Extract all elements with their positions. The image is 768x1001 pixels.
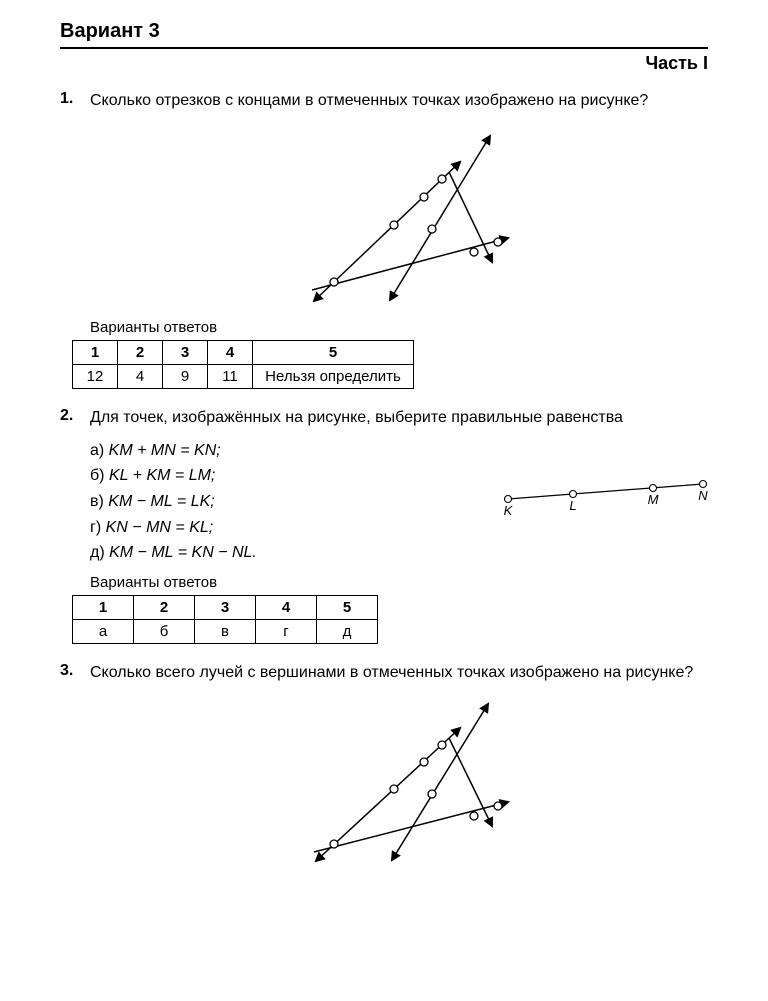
table-header: 1 [73,595,134,619]
equation-line: д) KM − ML = KN − NL. [90,540,708,566]
q2-figure: K L M N [488,469,718,524]
q3-number: 3. [60,662,90,680]
question-1: 1. Сколько отрезков с концами в отмеченн… [60,90,708,389]
table-cell: б [134,619,195,643]
equation-line: а) KM + MN = KN; [90,438,708,464]
table-cell: 11 [208,365,253,389]
table-cell: г [256,619,317,643]
table-cell: 9 [163,365,208,389]
q2-number: 2. [60,407,90,425]
table-header: 2 [118,341,163,365]
question-3: 3. Сколько всего лучей с вершинами в отм… [60,662,708,869]
table-cell: д [317,619,378,643]
page: Вариант 3 Часть I 1. Сколько отрезков с … [0,0,768,1001]
question-2: 2. Для точек, изображённых на рисунке, в… [60,407,708,643]
table-cell: 4 [118,365,163,389]
table-header: 4 [256,595,317,619]
part-title: Часть I [60,53,708,74]
table-cell: а [73,619,134,643]
q2-text: Для точек, изображённых на рисунке, выбе… [90,407,708,429]
q2-answer-table: 12345 абвгд [72,595,378,644]
table-cell: Нельзя определить [253,365,414,389]
table-header: 4 [208,341,253,365]
divider [60,47,708,49]
svg-text:K: K [504,503,514,518]
table-header: 3 [163,341,208,365]
variant-title: Вариант 3 [60,20,708,43]
table-header: 3 [195,595,256,619]
q1-answer-table: 12345 124911Нельзя определить [72,340,414,389]
q2-answers-label: Варианты ответов [90,574,708,591]
table-cell: 12 [73,365,118,389]
q3-text: Сколько всего лучей с вершинами в отмече… [90,662,708,684]
q1-text: Сколько отрезков с концами в отмеченных … [90,90,708,112]
svg-text:M: M [648,492,659,507]
q1-figure [60,122,708,307]
table-header: 5 [317,595,378,619]
table-header: 5 [253,341,414,365]
q1-answers-label: Варианты ответов [90,319,708,336]
svg-text:N: N [698,488,708,503]
table-cell: в [195,619,256,643]
svg-text:L: L [569,498,576,513]
q3-figure [60,694,708,869]
table-header: 1 [73,341,118,365]
q1-number: 1. [60,90,90,108]
table-header: 2 [134,595,195,619]
